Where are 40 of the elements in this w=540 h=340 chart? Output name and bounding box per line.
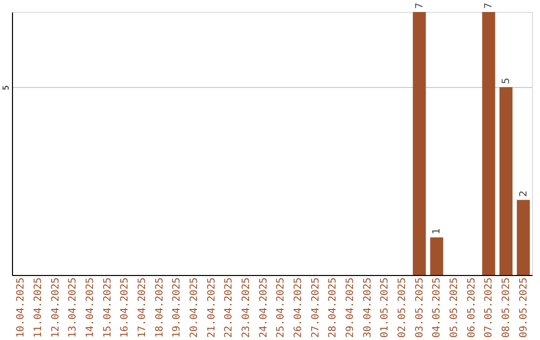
bar bbox=[430, 237, 444, 275]
x-tick-label: 07.05.2025 bbox=[484, 278, 495, 338]
bar bbox=[500, 87, 512, 275]
x-tick-label: 05.05.2025 bbox=[449, 278, 460, 338]
x-tick-label: 18.04.2025 bbox=[154, 278, 166, 338]
x-tick-label: 27.04.2025 bbox=[310, 278, 322, 338]
data-label: 7 bbox=[484, 2, 495, 9]
x-tick-label: 04.05.2025 bbox=[432, 278, 443, 338]
x-tick-label: 28.04.2025 bbox=[328, 278, 339, 338]
x-tick-label: 16.04.2025 bbox=[120, 278, 131, 338]
bar bbox=[482, 12, 496, 275]
x-tick-label: 11.04.2025 bbox=[33, 278, 44, 338]
x-tick-label: 19.04.2025 bbox=[172, 278, 183, 338]
x-tick-label: 17.04.2025 bbox=[137, 278, 148, 338]
bar bbox=[412, 12, 426, 275]
x-tick-label: 03.05.2025 bbox=[414, 278, 426, 338]
x-tick-label: 21.04.2025 bbox=[206, 278, 218, 338]
data-label: 2 bbox=[518, 190, 530, 197]
data-label: 5 bbox=[501, 78, 512, 84]
x-tick-label: 30.04.2025 bbox=[362, 278, 374, 338]
x-tick-label: 20.04.2025 bbox=[189, 278, 200, 338]
x-tick-label: 10.04.2025 bbox=[16, 278, 27, 338]
data-label: 1 bbox=[432, 228, 443, 234]
x-tick-label: 12.04.2025 bbox=[50, 278, 62, 338]
data-label: 7 bbox=[414, 2, 426, 9]
x-tick-label: 22.04.2025 bbox=[224, 278, 235, 338]
x-tick-label: 25.04.2025 bbox=[276, 278, 287, 338]
x-tick-label: 02.05.2025 bbox=[397, 278, 408, 338]
x-tick-label: 15.04.2025 bbox=[102, 278, 114, 338]
x-tick-label: 26.04.2025 bbox=[293, 278, 304, 338]
x-tick-label: 14.04.2025 bbox=[85, 278, 96, 338]
x-tick-label: 23.04.2025 bbox=[241, 278, 252, 338]
x-tick-label: 24.04.2025 bbox=[258, 278, 270, 338]
x-tick-label: 29.04.2025 bbox=[345, 278, 356, 338]
x-tick-label: 09.05.2025 bbox=[518, 278, 530, 338]
x-tick-label: 08.05.2025 bbox=[501, 278, 512, 338]
x-tick-label: 01.05.2025 bbox=[380, 278, 391, 338]
bar bbox=[516, 200, 530, 275]
x-tick-label: 13.04.2025 bbox=[68, 278, 79, 338]
x-tick-label: 06.05.2025 bbox=[466, 278, 478, 338]
